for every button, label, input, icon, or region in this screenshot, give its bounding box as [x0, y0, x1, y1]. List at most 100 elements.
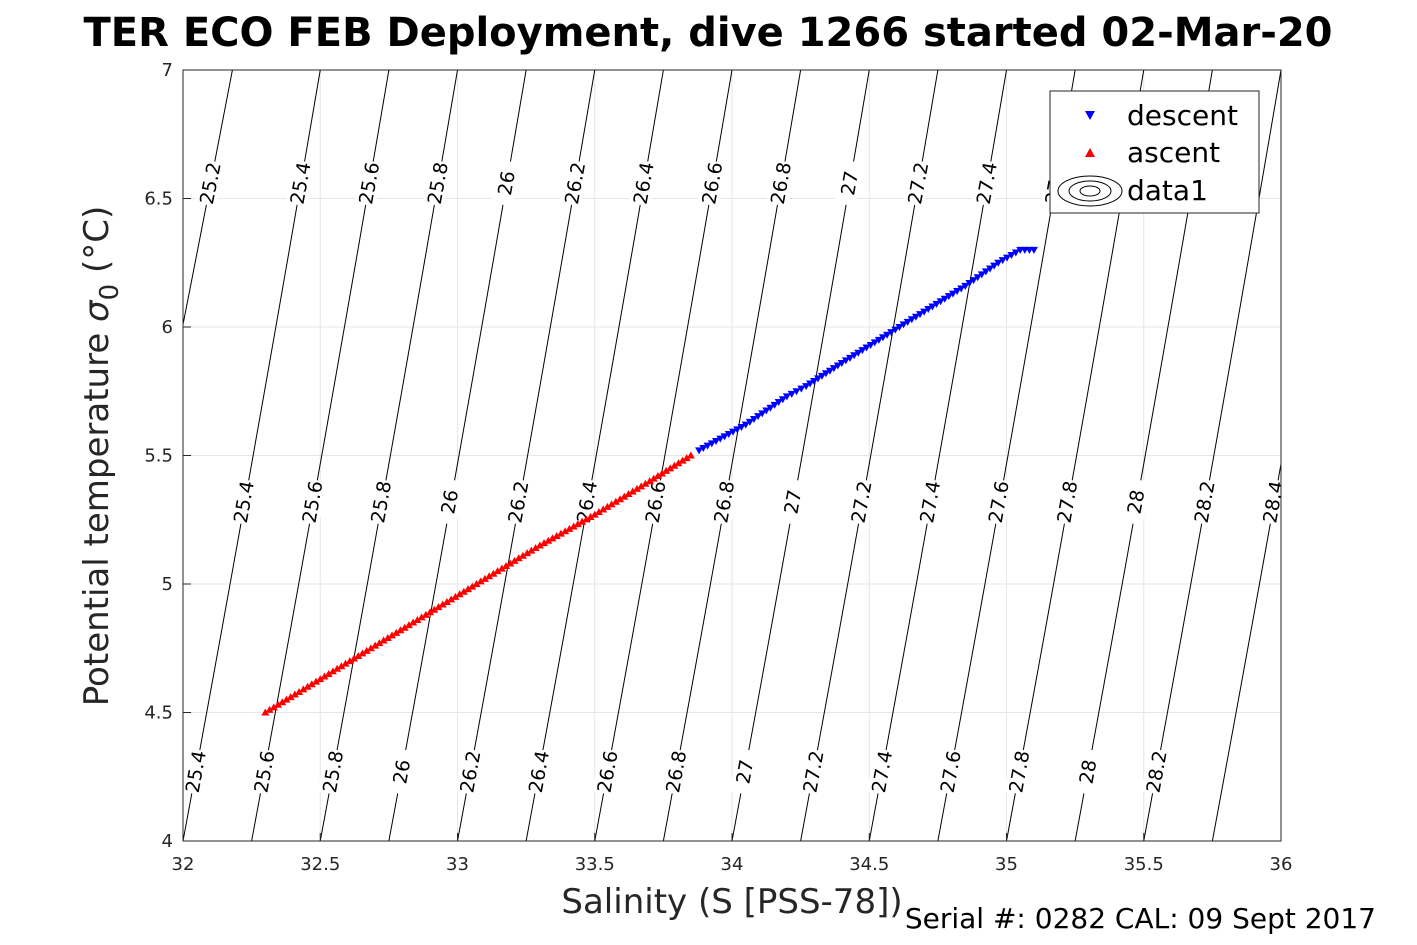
x-tick-label: 32.5	[300, 854, 340, 875]
contour-label-bg	[628, 159, 658, 207]
data-point-descent	[749, 416, 758, 424]
data-point-ascent	[354, 651, 363, 659]
contour-label-mid: 26.6	[640, 478, 671, 526]
data-point-ascent	[611, 497, 620, 505]
contour-label-bg	[386, 748, 416, 796]
x-axis-label: Salinity (S [PSS-78])	[561, 882, 902, 922]
data-point-ascent	[400, 623, 409, 631]
y-tick-label: 4.5	[144, 703, 173, 724]
data-point-descent	[866, 341, 875, 349]
data-point-ascent	[632, 484, 641, 492]
data-point-ascent	[523, 549, 532, 557]
data-point-descent	[737, 423, 746, 431]
data-point-ascent	[489, 569, 498, 577]
x-tick-label: 32	[172, 854, 195, 875]
data-point-ascent	[290, 690, 299, 698]
data-point-ascent	[459, 587, 468, 595]
data-point-ascent	[430, 605, 439, 613]
series-ascent	[261, 451, 695, 716]
data-point-ascent	[641, 479, 650, 487]
data-point-ascent	[438, 600, 447, 608]
data-point-ascent	[312, 677, 321, 685]
contour-label-mid: 27	[777, 478, 808, 526]
contour-label-bg	[640, 478, 670, 526]
data-point-ascent	[506, 559, 515, 567]
data-point-ascent	[442, 597, 451, 605]
data-point-descent	[969, 277, 978, 285]
data-point-ascent	[274, 700, 283, 708]
data-point-ascent	[686, 451, 695, 459]
data-point-descent	[695, 447, 704, 455]
data-point-descent	[712, 438, 721, 446]
contour-label-text: 28	[1124, 488, 1150, 516]
y-axis-label-unit: (°C)	[77, 206, 117, 284]
contour-label-bg	[491, 159, 521, 207]
x-axis-ticks: 32 32.5 33 33.5 34 34.5 35 35.5 36	[172, 833, 1292, 875]
data-point-ascent	[510, 556, 519, 564]
data-point-ascent	[388, 631, 397, 639]
data-point-descent	[733, 426, 742, 434]
data-point-descent	[699, 445, 708, 453]
data-point-descent	[778, 396, 787, 404]
data-point-descent	[854, 349, 863, 357]
data-point-descent	[802, 383, 811, 391]
contour-label-bg	[777, 478, 808, 526]
data-point-ascent	[345, 657, 354, 665]
contour-label-bottom: 27.8	[1004, 748, 1034, 796]
y-axis-label-text: Potential temperature	[77, 322, 117, 706]
contour-label-bg	[228, 478, 259, 526]
contour-label-top: 27	[834, 159, 864, 207]
data-point-descent	[862, 344, 871, 352]
legend-contour-icon	[1057, 175, 1123, 207]
data-point-ascent	[586, 512, 595, 520]
data-point-ascent	[682, 454, 691, 462]
data-point-ascent	[455, 590, 464, 598]
data-point-descent	[814, 375, 823, 383]
data-point-ascent	[603, 502, 612, 510]
data-point-descent	[762, 407, 771, 415]
contour-label-bg	[834, 159, 864, 207]
data-point-descent	[965, 279, 974, 287]
data-point-ascent	[599, 505, 608, 513]
data-point-ascent	[396, 626, 405, 634]
data-point-descent	[774, 399, 783, 407]
legend-descent-label: descent	[1127, 99, 1238, 132]
y-tick-label: 4	[162, 831, 173, 852]
data-point-descent	[944, 293, 953, 301]
contour-line-28.4	[1211, 461, 1281, 841]
data-point-ascent	[552, 531, 561, 539]
data-point-descent	[990, 262, 999, 270]
data-point-ascent	[366, 644, 375, 652]
series-descent	[695, 246, 1038, 455]
data-point-descent	[846, 354, 855, 362]
contour-label-text: 26	[437, 488, 463, 516]
data-point-ascent	[392, 628, 401, 636]
data-point-ascent	[666, 464, 675, 472]
contour-label-text: 26	[389, 758, 415, 786]
data-point-descent	[932, 300, 941, 308]
contour-label-bg	[1189, 478, 1219, 526]
contour-label-bg	[1120, 478, 1151, 526]
data-point-ascent	[286, 693, 295, 701]
x-tick-label: 34	[721, 854, 744, 875]
data-point-ascent	[362, 646, 371, 654]
data-point-ascent	[269, 703, 278, 711]
data-point-descent	[878, 334, 887, 342]
contour-label-bg	[354, 159, 384, 207]
contour-label-bg	[1004, 748, 1034, 796]
contour-label-bg	[1052, 478, 1082, 526]
data-point-ascent	[485, 572, 494, 580]
data-point-descent	[986, 265, 995, 273]
contour-label-bg	[503, 478, 533, 526]
data-point-ascent	[637, 482, 646, 490]
contour-label-bg	[709, 478, 739, 526]
data-point-ascent	[590, 510, 599, 518]
x-tick-label: 34.5	[849, 854, 889, 875]
data-point-descent	[907, 316, 916, 324]
data-point-ascent	[573, 520, 582, 528]
data-point-ascent	[624, 490, 633, 498]
data-point-ascent	[379, 636, 388, 644]
data-point-ascent	[616, 495, 625, 503]
data-point-ascent	[582, 515, 591, 523]
